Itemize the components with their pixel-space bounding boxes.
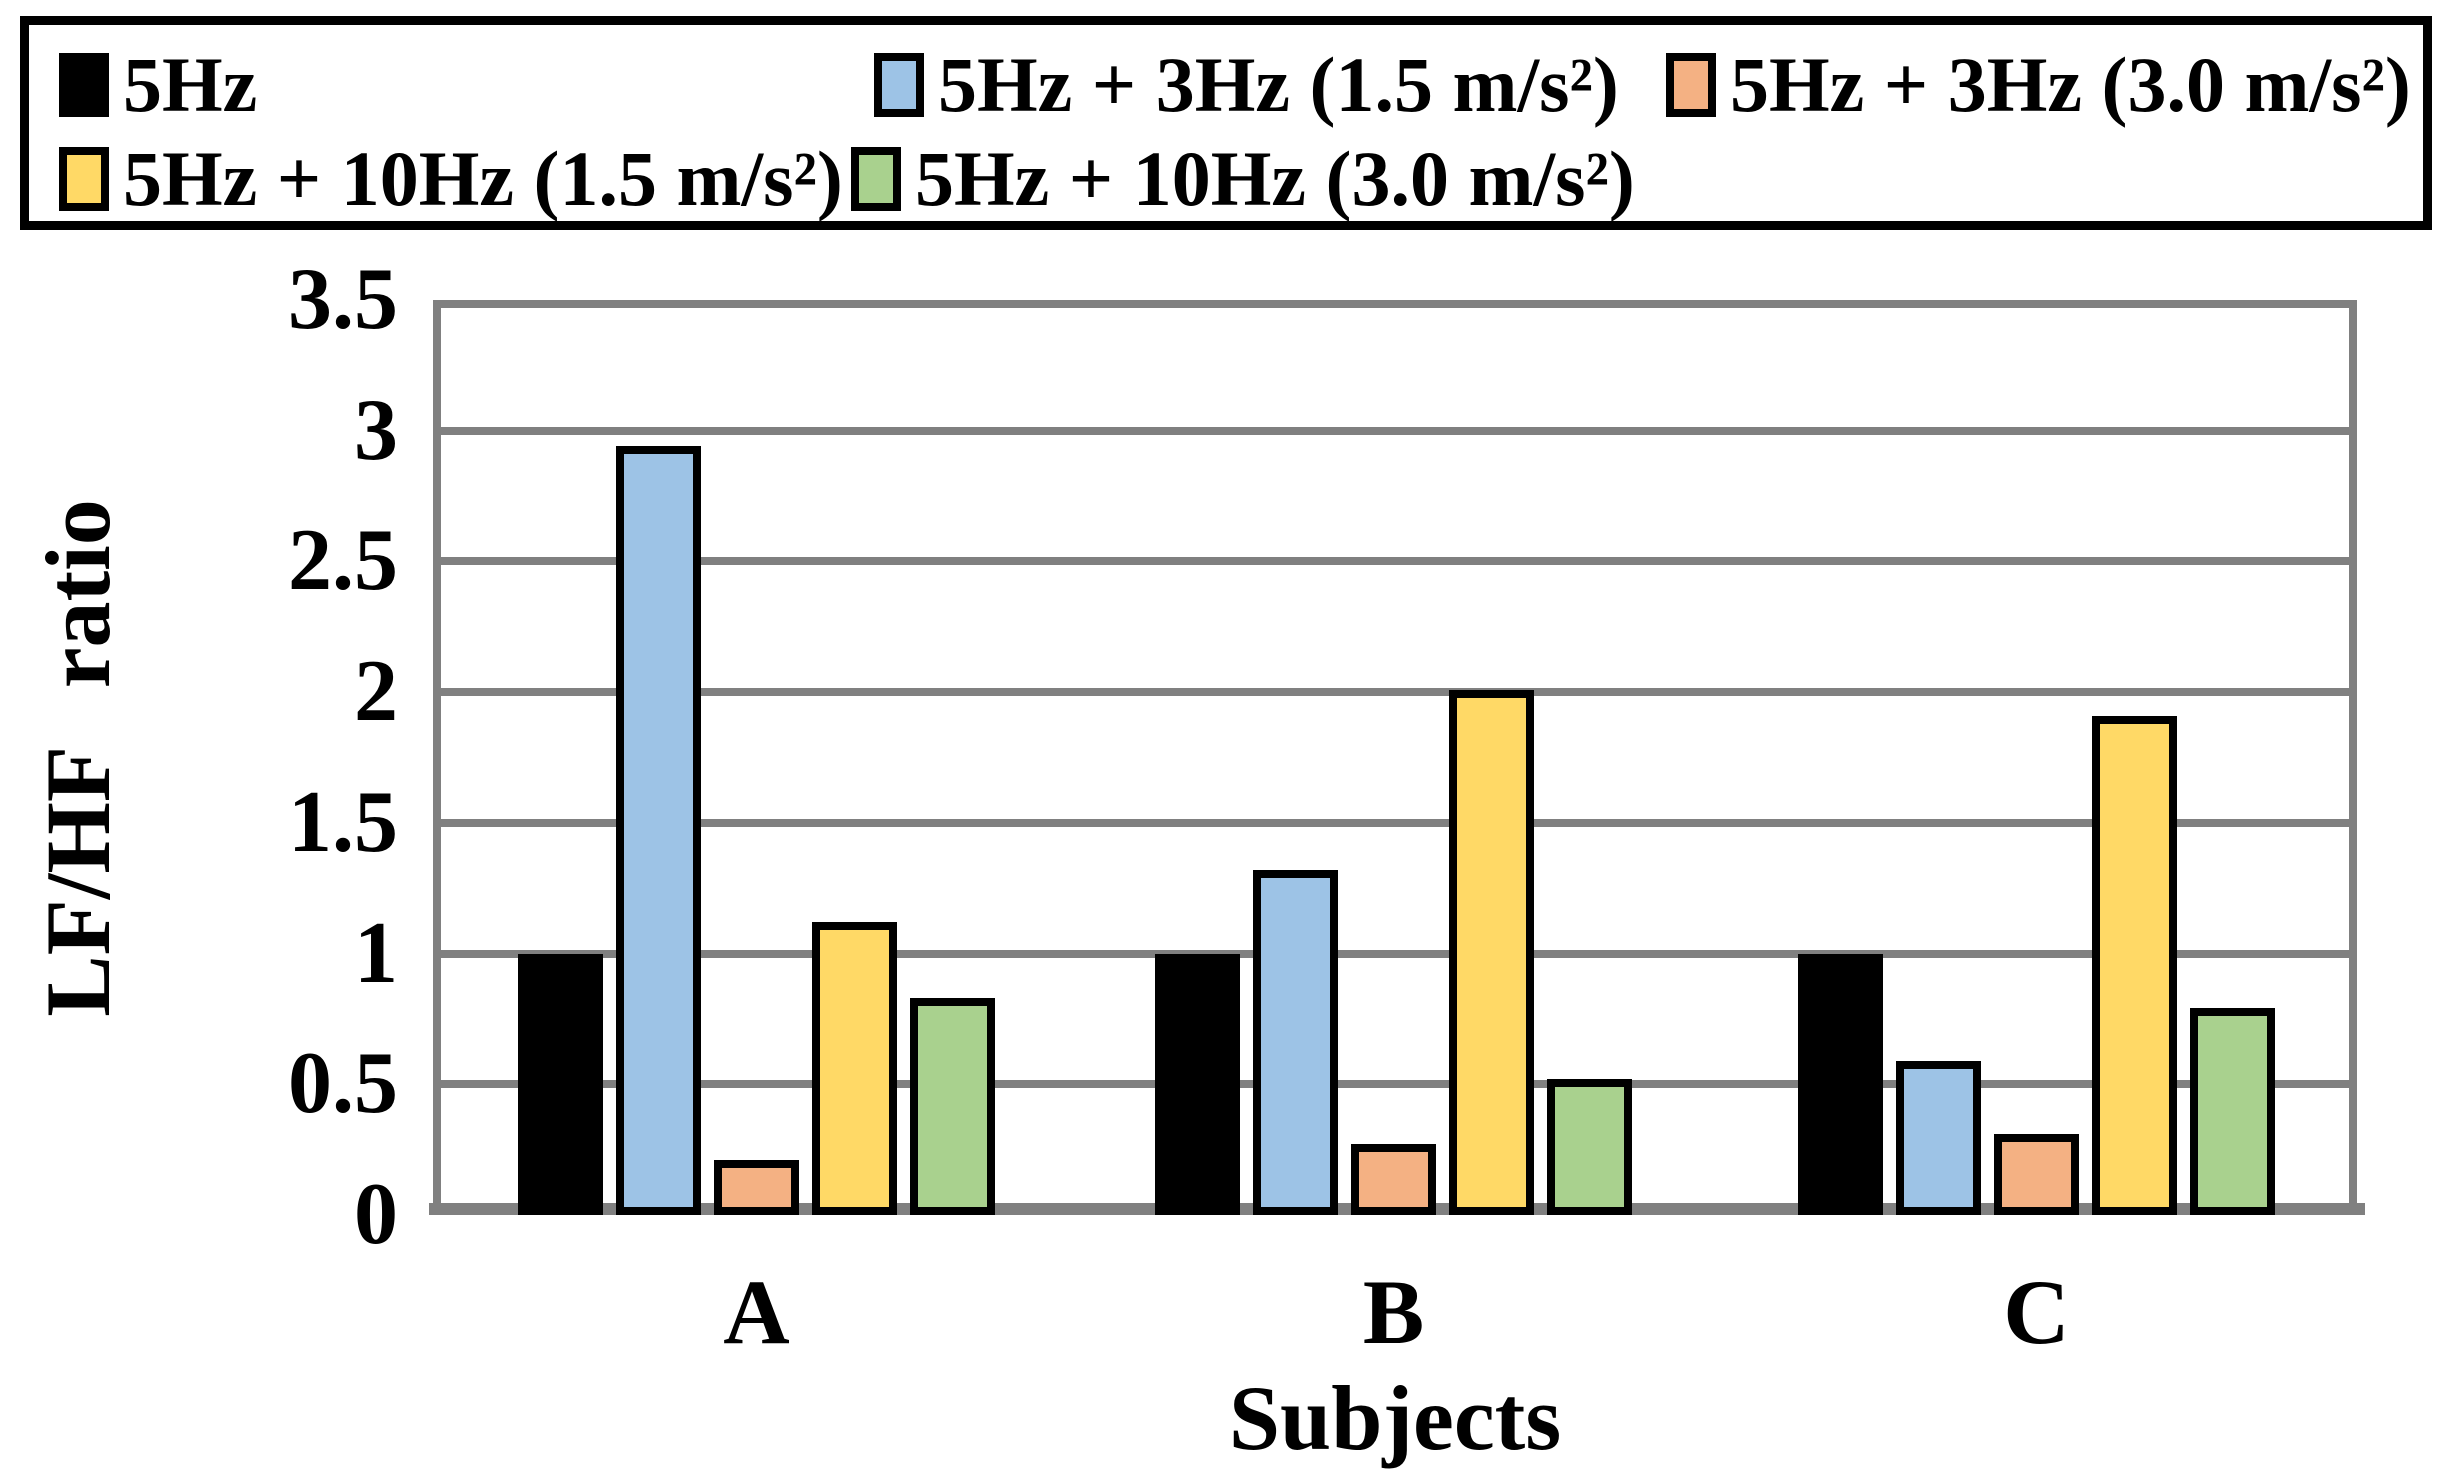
gridline [433, 818, 2357, 827]
legend-item-5hz-10hz-3-0: 5Hz + 10Hz (3.0 m/s²) [851, 137, 1635, 221]
gridline [433, 688, 2357, 697]
y-tick-label: 1.5 [288, 773, 398, 871]
bar-A-5hz-3hz-1-5-m-s- [616, 446, 701, 1215]
bar-C-5hz-10hz-1-5-m-s- [2092, 716, 2177, 1215]
y-tick-label: 2.5 [288, 512, 398, 610]
legend-label: 5Hz + 10Hz (3.0 m/s²) [915, 135, 1635, 222]
gridline [433, 557, 2357, 566]
bar-A-5hz [518, 954, 603, 1215]
bar-C-5hz-3hz-1-5-m-s- [1896, 1061, 1981, 1215]
plot-border-right [2349, 300, 2357, 1215]
legend-item-5hz-3hz-3-0: 5Hz + 3Hz (3.0 m/s²) [1666, 43, 2411, 127]
bar-A-5hz-3hz-3-0-m-s- [714, 1160, 799, 1215]
legend-label: 5Hz + 3Hz (3.0 m/s²) [1730, 41, 2411, 128]
legend-swatch-5hz [59, 53, 109, 117]
bar-C-5hz-3hz-3-0-m-s- [1994, 1134, 2079, 1215]
y-axis-line [433, 300, 441, 1215]
x-axis-title: Subjects [1228, 1367, 1562, 1469]
gridline [433, 1080, 2357, 1089]
y-tick-label: 3.5 [288, 251, 398, 348]
bar-B-5hz [1155, 954, 1240, 1215]
bar-B-5hz-10hz-3-0-m-s- [1547, 1079, 1632, 1215]
bar-B-5hz-3hz-1-5-m-s- [1253, 870, 1338, 1215]
legend-label: 5Hz [123, 41, 258, 128]
legend-item-5hz-3hz-1-5: 5Hz + 3Hz (1.5 m/s²) [874, 43, 1619, 127]
bar-C-5hz-10hz-3-0-m-s- [2190, 1008, 2275, 1215]
legend: 5Hz 5Hz + 3Hz (1.5 m/s²) 5Hz + 3Hz (3.0 … [20, 16, 2432, 230]
plot-area [429, 300, 2365, 1215]
legend-item-5hz-10hz-1-5: 5Hz + 10Hz (1.5 m/s²) [59, 137, 843, 221]
legend-label: 5Hz + 10Hz (1.5 m/s²) [123, 135, 843, 222]
legend-swatch-5hz-10hz-3-0 [851, 147, 901, 211]
legend-item-5hz: 5Hz [59, 43, 257, 127]
bar-C-5hz [1798, 954, 1883, 1215]
legend-swatch-5hz-10hz-1-5 [59, 147, 109, 211]
bar-A-5hz-10hz-3-0-m-s- [910, 998, 995, 1215]
y-tick-label: 0 [354, 1166, 398, 1263]
gridline [433, 949, 2357, 958]
legend-swatch-5hz-3hz-3-0 [1666, 53, 1716, 117]
bar-A-5hz-10hz-1-5-m-s- [812, 922, 897, 1215]
y-tick-label: 3 [354, 381, 398, 479]
y-tick-label: 2 [354, 643, 398, 741]
legend-swatch-5hz-3hz-1-5 [874, 53, 924, 117]
bar-B-5hz-3hz-3-0-m-s- [1351, 1144, 1436, 1215]
plot-border-top [433, 300, 2357, 308]
legend-label: 5Hz + 3Hz (1.5 m/s²) [938, 41, 1619, 128]
y-tick-label: 0.5 [288, 1035, 398, 1133]
y-tick-label: 1 [354, 904, 398, 1002]
x-tick-label: C [2003, 1261, 2070, 1363]
x-tick-label: A [723, 1261, 790, 1363]
x-tick-label: B [1362, 1261, 1425, 1363]
gridline [433, 426, 2357, 435]
bar-B-5hz-10hz-1-5-m-s- [1449, 690, 1534, 1215]
